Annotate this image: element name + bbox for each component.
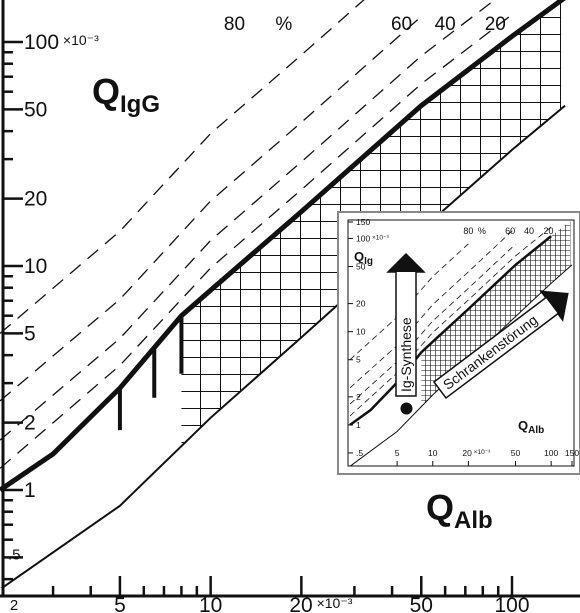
x-tick-label: 10 [199, 594, 222, 613]
inset-x-tick-label: 10 [428, 448, 438, 458]
inset-y-tick-label: 10 [356, 327, 366, 337]
x-tick-label: 5 [114, 594, 126, 613]
x-axis-title: QAlb [426, 487, 493, 534]
y-axis-title: QIgG [92, 71, 160, 118]
percent-label-40: 40 [435, 14, 456, 35]
y-tick-label: 10 [24, 255, 47, 278]
inset-percent-label: 80 [463, 226, 473, 236]
inset-y-tick-label: 20 [356, 299, 366, 309]
x-tick-label: 100 [494, 594, 529, 613]
percent-label-20: 20 [485, 14, 506, 35]
inset-percent-label: 40 [524, 226, 534, 236]
y-tick-label: 20 [24, 188, 47, 211]
x-tick-label: 50 [410, 594, 433, 613]
inset-percent-label: 20 [544, 226, 554, 236]
percent-sign: % [275, 14, 292, 35]
y-tick-label: .5 [8, 546, 21, 563]
inset-x-tick-label: 100 [544, 448, 558, 458]
inset-percent-label: 60 [505, 226, 515, 236]
inset-y-tick-label: 1 [356, 420, 361, 430]
ig-synthese-label: Ig-Synthese [398, 317, 414, 392]
inset-y-tick-label: .5 [356, 448, 363, 458]
inset-y-tick-label: 150 [356, 217, 370, 227]
inset-y-tick-label: 2 [356, 392, 361, 402]
y-tick-label: 100 ×10⁻³ [24, 31, 99, 54]
inset-x-tick-label: 5 [395, 448, 400, 458]
inset-x-tick-label: 50 [511, 448, 521, 458]
y-tick-label: 50 [24, 98, 47, 121]
inset-y-tick-label: 5 [356, 355, 361, 365]
inset-marker-dot [400, 402, 412, 414]
x-tick-label: 20 ×10⁻³ [289, 594, 352, 613]
percent-label-60: 60 [391, 14, 412, 35]
y-tick-label: 5 [24, 322, 36, 345]
percent-label-80: 80 [224, 14, 245, 35]
y-tick-label: 1 [24, 479, 36, 502]
x-tick-label: 2 [10, 597, 18, 613]
inset-x-tick-label: 150 [565, 448, 579, 458]
inset-percent-label: % [478, 226, 486, 236]
y-tick-label: 2 [24, 412, 36, 435]
